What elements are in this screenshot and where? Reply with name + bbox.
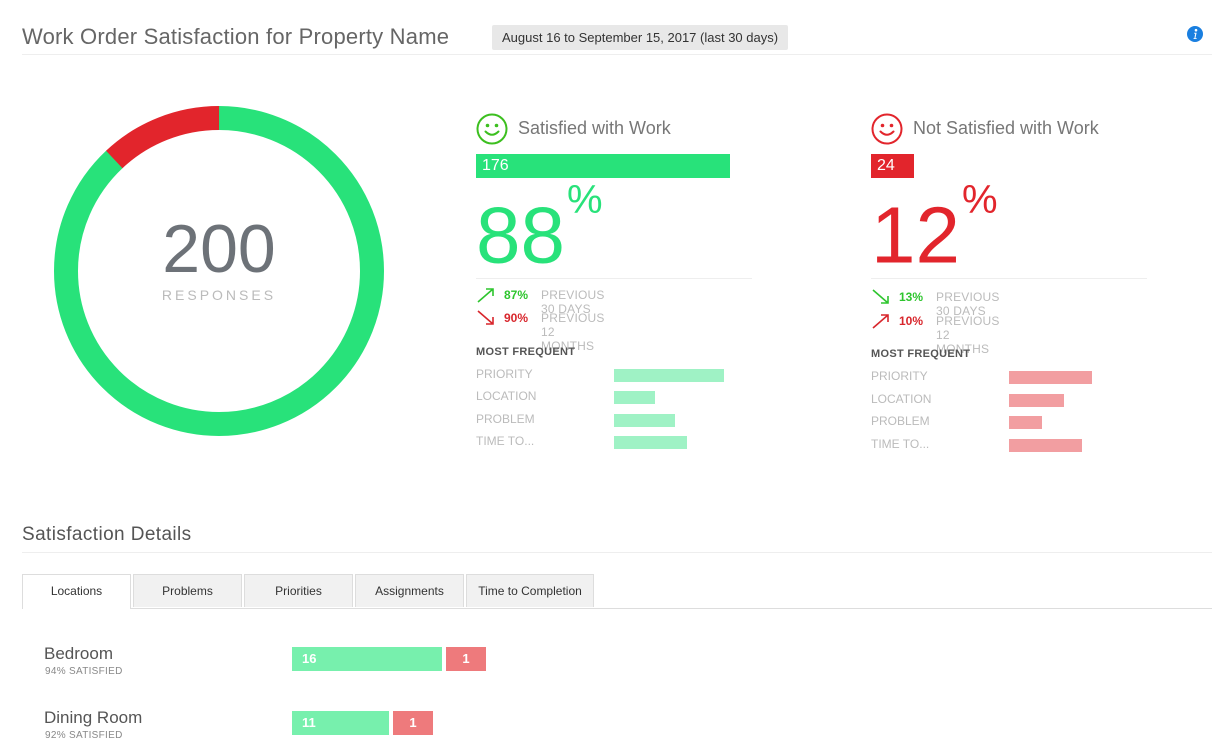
location-name: Bedroom — [44, 644, 113, 663]
most-frequent-row[interactable]: LOCATION — [476, 389, 752, 405]
not-satisfied-percent-sign: % — [961, 178, 998, 222]
satisfied-percent-value: 88 — [476, 190, 565, 280]
satisfaction-details-divider — [22, 552, 1212, 553]
most-frequent-bar — [614, 369, 724, 382]
trend-label: PREVIOUS 30 DAYS — [936, 290, 1000, 318]
not-satisfied-divider — [871, 278, 1147, 279]
most-frequent-row[interactable]: LOCATION — [871, 392, 1147, 408]
most-frequent-row[interactable]: PRIORITY — [871, 369, 1147, 385]
most-frequent-label: PROBLEM — [871, 414, 930, 428]
satisfied-panel: Satisfied with Work 176 88% 87% PREVIOUS… — [476, 110, 754, 470]
trend-value: 87% — [504, 288, 529, 302]
most-frequent-label: PRIORITY — [476, 367, 533, 381]
trend-label: PREVIOUS 12 MONTHS — [936, 314, 1000, 356]
most-frequent-row[interactable]: PROBLEM — [476, 412, 752, 428]
most-frequent-label: PROBLEM — [476, 412, 535, 426]
location-row-dining-room[interactable]: Dining Room 92% SATISFIED 11 1 — [44, 708, 504, 748]
location-name: Dining Room — [44, 708, 143, 727]
most-frequent-row[interactable]: PRIORITY — [476, 367, 752, 383]
tab-problems[interactable]: Problems — [133, 574, 242, 607]
location-satisfied-percent: 92% SATISFIED — [45, 730, 123, 741]
tab-time-to-completion[interactable]: Time to Completion — [466, 574, 594, 607]
info-icon[interactable] — [1187, 26, 1203, 42]
most-frequent-row[interactable]: PROBLEM — [871, 414, 1147, 430]
not-satisfied-percent-value: 12 — [871, 190, 960, 280]
most-frequent-row[interactable]: TIME TO... — [476, 434, 752, 450]
satisfied-percent: 88% — [476, 178, 603, 276]
most-frequent-bar — [1009, 416, 1042, 429]
not-satisfied-heading: Not Satisfied with Work — [913, 118, 1099, 138]
tab-priorities[interactable]: Priorities — [244, 574, 353, 607]
most-frequent-label: TIME TO... — [871, 437, 930, 451]
location-row-bedroom[interactable]: Bedroom 94% SATISFIED 16 1 — [44, 644, 504, 684]
most-frequent-label: LOCATION — [871, 392, 932, 406]
not-satisfied-panel: Not Satisfied with Work 24 12% 13% PREVI… — [871, 110, 1149, 470]
happy-face-icon — [476, 113, 508, 145]
most-frequent-label: PRIORITY — [871, 369, 928, 383]
most-frequent-label: LOCATION — [476, 389, 537, 403]
trend-value: 10% — [899, 314, 924, 328]
most-frequent-row[interactable]: TIME TO... — [871, 437, 1147, 453]
most-frequent-bar — [614, 436, 687, 449]
date-range-badge[interactable]: August 16 to September 15, 2017 (last 30… — [492, 25, 789, 50]
satisfied-count-bar: 176 — [476, 154, 730, 178]
arrow-down-right-icon — [872, 289, 889, 304]
donut-not-satisfied-segment — [54, 106, 384, 436]
total-responses-label: RESPONSES — [161, 287, 277, 303]
sad-face-icon — [871, 113, 903, 145]
page-header: Work Order Satisfaction for Property Nam… — [22, 22, 1212, 55]
responses-donut-chart — [54, 106, 384, 436]
not-satisfied-count-bar: 24 — [871, 154, 914, 178]
most-frequent-bar — [1009, 439, 1082, 452]
total-responses-count: 200 — [162, 211, 276, 287]
trend-value: 90% — [504, 311, 529, 325]
trend-label: PREVIOUS 30 DAYS — [541, 288, 605, 316]
tab-assignments[interactable]: Assignments — [355, 574, 464, 607]
most-frequent-bar — [614, 414, 675, 427]
arrow-up-right-icon — [477, 288, 494, 303]
most-frequent-label: TIME TO... — [476, 434, 535, 448]
most-frequent-bar — [1009, 394, 1064, 407]
arrow-up-right-icon — [872, 314, 889, 329]
location-satisfied-bar[interactable]: 11 — [292, 711, 389, 735]
location-satisfied-percent: 94% SATISFIED — [45, 666, 123, 677]
satisfied-heading: Satisfied with Work — [518, 118, 671, 138]
not-satisfied-percent: 12% — [871, 178, 998, 276]
trend-label: PREVIOUS 12 MONTHS — [541, 311, 605, 353]
location-satisfied-bar[interactable]: 16 — [292, 647, 442, 671]
satisfied-percent-sign: % — [566, 178, 603, 222]
satisfaction-details-title: Satisfaction Details — [22, 524, 192, 545]
most-frequent-title: MOST FREQUENT — [871, 348, 971, 360]
location-not-satisfied-bar[interactable]: 1 — [446, 647, 486, 671]
tab-locations[interactable]: Locations — [22, 574, 131, 609]
arrow-down-right-icon — [477, 310, 494, 325]
location-not-satisfied-bar[interactable]: 1 — [393, 711, 433, 735]
most-frequent-title: MOST FREQUENT — [476, 346, 576, 358]
trend-value: 13% — [899, 290, 924, 304]
most-frequent-bar — [614, 391, 655, 404]
page-title: Work Order Satisfaction for Property Nam… — [22, 24, 450, 49]
most-frequent-bar — [1009, 371, 1092, 384]
details-tabs: Locations Problems Priorities Assignment… — [22, 574, 1212, 609]
satisfied-divider — [476, 278, 752, 279]
